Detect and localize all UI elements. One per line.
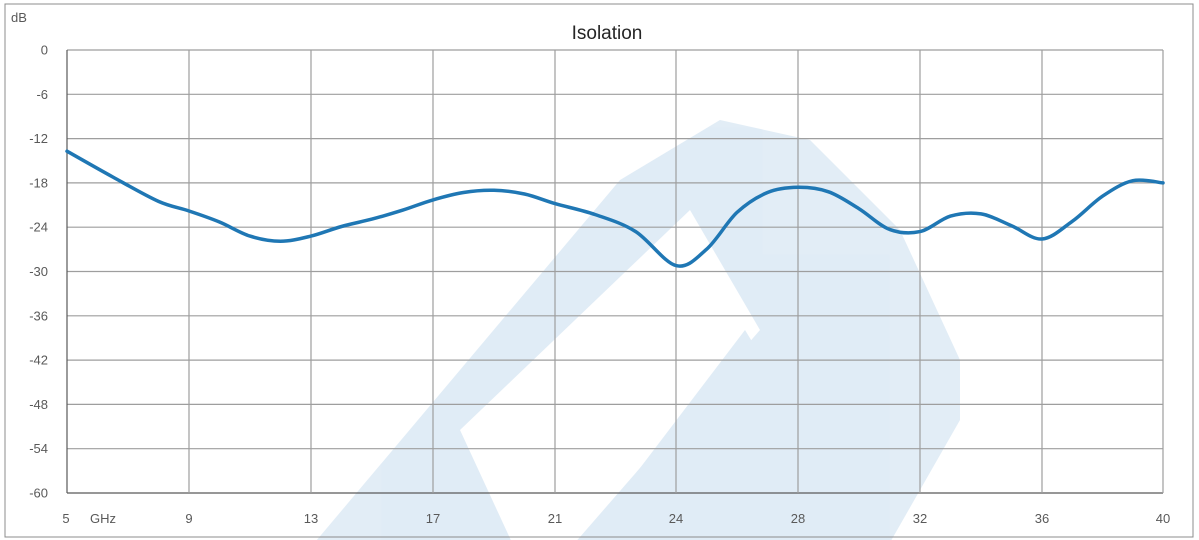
- watermark-band-low: [585, 330, 800, 540]
- y-tick-label: -42: [29, 353, 48, 368]
- watermark-band-main: [316, 120, 960, 540]
- y-tick-labels: 0 -6 -12 -18 -24 -30 -36 -42 -48 -54 -60: [29, 43, 48, 501]
- y-tick-label: -36: [29, 308, 48, 323]
- x-tick-labels: 5 9 13 17 21 24 28 32 36 40: [62, 511, 1170, 526]
- x-tick-label: 36: [1035, 511, 1049, 526]
- y-tick-label: -48: [29, 397, 48, 412]
- x-tick-label: 28: [791, 511, 805, 526]
- watermark-logo: [316, 120, 960, 540]
- x-tick-label: 21: [548, 511, 562, 526]
- y-tick-label: -54: [29, 441, 48, 456]
- y-tick-label: -6: [36, 87, 48, 102]
- x-tick-label: 17: [426, 511, 440, 526]
- y-tick-label: -24: [29, 220, 48, 235]
- y-tick-label: -18: [29, 175, 48, 190]
- y-tick-label: -30: [29, 264, 48, 279]
- x-tick-label: 9: [185, 511, 192, 526]
- isolation-series-line: [65, 149, 1165, 268]
- x-axis-label: GHz: [90, 511, 116, 526]
- y-tick-label: -60: [29, 486, 48, 501]
- series-layer: [65, 149, 1165, 268]
- x-tick-label: 5: [62, 511, 69, 526]
- x-tick-label: 32: [913, 511, 927, 526]
- y-axis-label: dB: [11, 10, 27, 25]
- x-tick-label: 13: [304, 511, 318, 526]
- x-tick-label: 40: [1156, 511, 1170, 526]
- chart-title: Isolation: [572, 23, 643, 44]
- watermark-band-inner: [460, 210, 760, 540]
- grid-lines: [66, 49, 1164, 494]
- y-tick-label: 0: [41, 43, 48, 58]
- x-tick-label: 24: [669, 511, 683, 526]
- y-tick-label: -12: [29, 131, 48, 146]
- chart-frame: [4, 3, 1194, 538]
